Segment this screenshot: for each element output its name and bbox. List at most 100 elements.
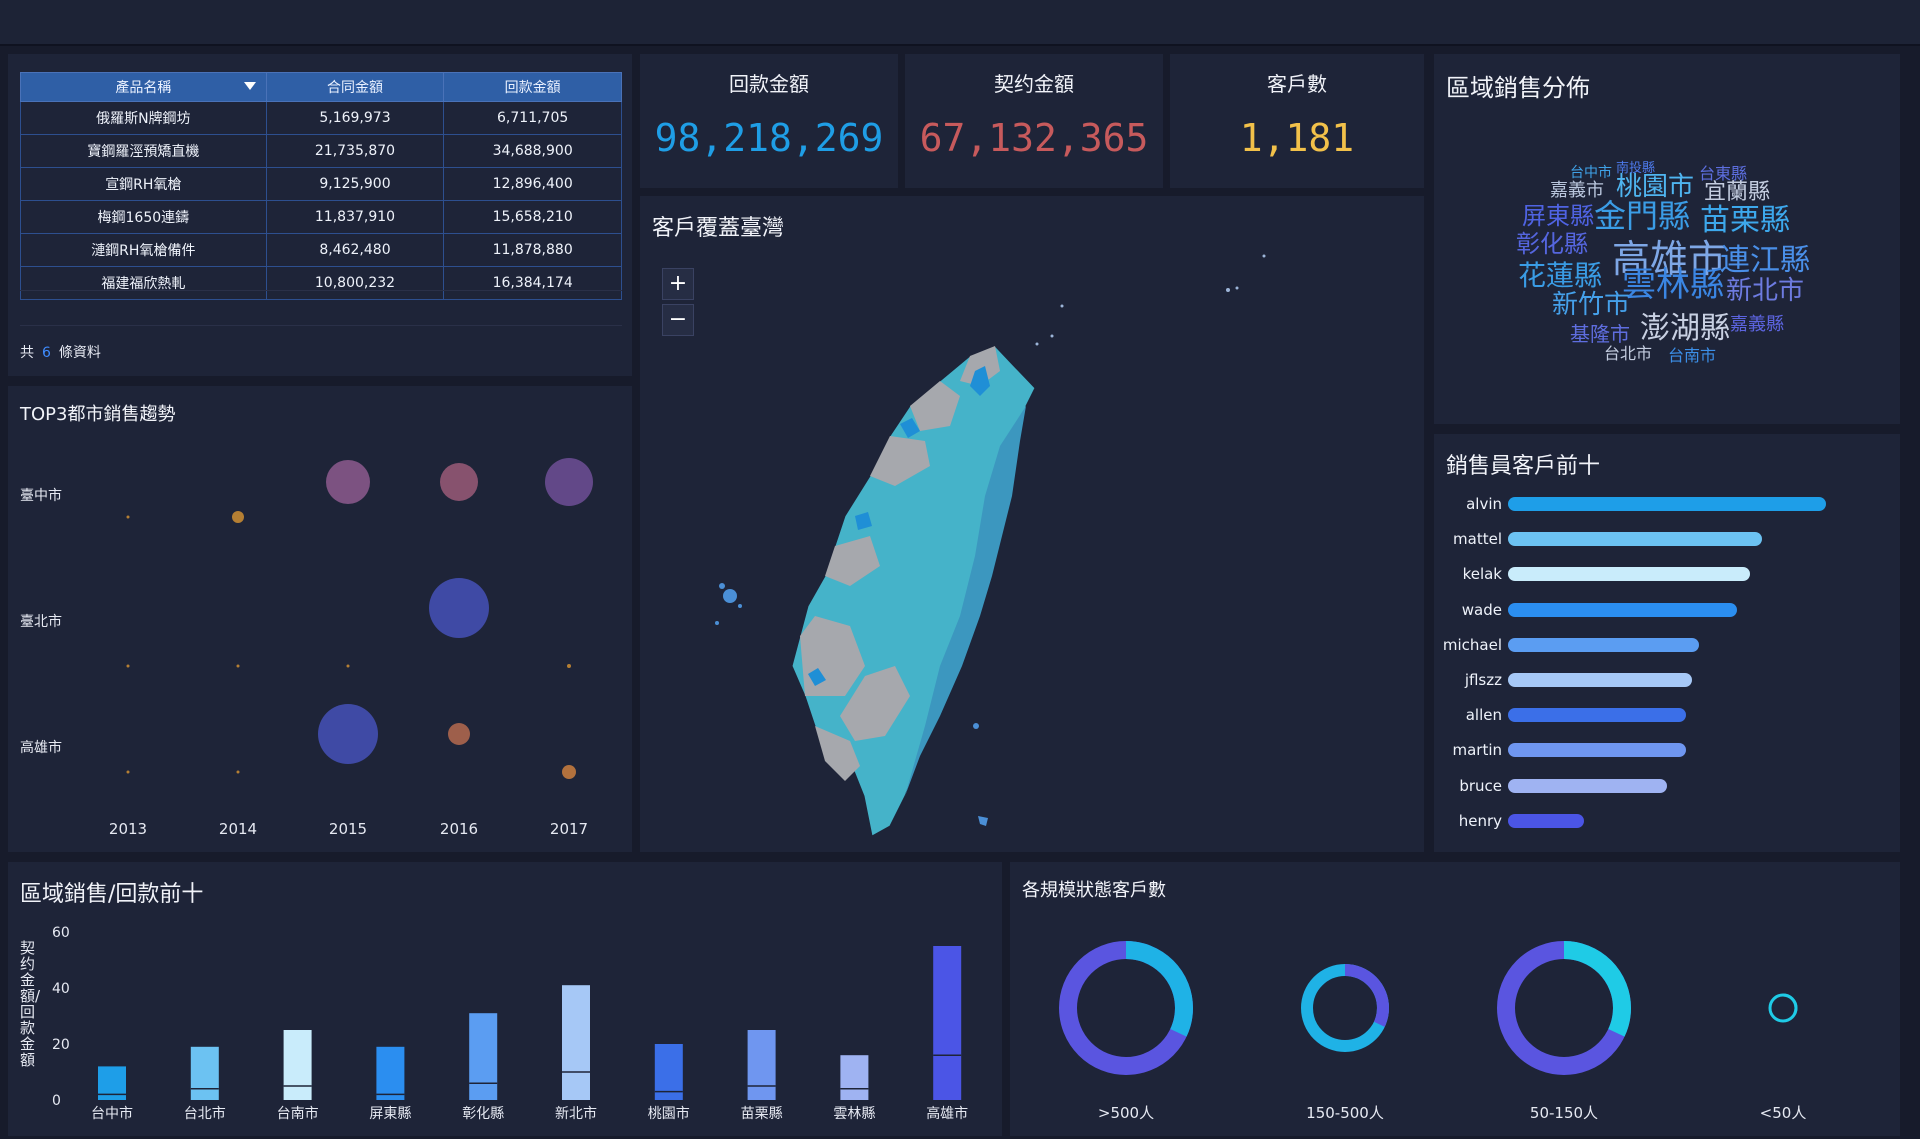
map-region xyxy=(910,381,960,431)
salesperson-name: jflszz xyxy=(1464,671,1502,689)
salesperson-bar[interactable] xyxy=(1508,813,1585,828)
salesperson-bar[interactable] xyxy=(1508,637,1699,652)
map-island xyxy=(738,604,742,608)
salesperson-bar[interactable] xyxy=(1508,602,1737,617)
x-tick-label: 2013 xyxy=(109,820,147,838)
map-region xyxy=(900,418,920,438)
wordcloud-word[interactable]: 嘉義縣 xyxy=(1730,314,1784,335)
salesperson-bar[interactable] xyxy=(1508,708,1687,723)
wordcloud-word[interactable]: 台東縣 xyxy=(1699,164,1748,183)
column-header-contract[interactable]: 合同金額 xyxy=(265,72,445,102)
wordcloud-word[interactable]: 高雄市 xyxy=(1612,237,1727,281)
table-row[interactable]: 梅鋼1650連鑄 11,837,910 15,658,210 xyxy=(20,200,622,234)
map-island xyxy=(1060,304,1064,308)
salesperson-bar[interactable] xyxy=(1508,567,1750,582)
x-tick-label: 苗栗縣 xyxy=(741,1106,783,1122)
wordcloud-word[interactable]: 台中市 xyxy=(1570,165,1612,181)
table-row[interactable]: 福建福欣熱軋 10,800,232 16,384,174 xyxy=(20,266,622,300)
donut-title: 各規模狀態客戶數 xyxy=(1022,880,1166,901)
table-cell: 16,384,174 xyxy=(443,266,622,300)
table-row[interactable]: 漣鋼RH氧槍備件 8,462,480 11,878,880 xyxy=(20,233,622,267)
wordcloud-word[interactable]: 新北市 xyxy=(1726,276,1805,306)
wordcloud-word[interactable]: 澎湖縣 xyxy=(1640,311,1730,346)
wordcloud-word[interactable]: 宜蘭縣 xyxy=(1704,180,1771,205)
wordcloud-word[interactable]: 花蓮縣 xyxy=(1518,259,1603,292)
salesperson-name: allen xyxy=(1465,706,1502,725)
wordcloud-word[interactable]: 台北市 xyxy=(1604,344,1653,363)
bubble xyxy=(236,770,240,774)
x-tick-label: 2014 xyxy=(219,820,257,838)
table-cell: 12,896,400 xyxy=(443,167,622,201)
salesperson-name: bruce xyxy=(1459,776,1502,795)
bubble xyxy=(562,765,576,779)
zoom-out-button[interactable]: − xyxy=(662,304,694,336)
salesperson-name: wade xyxy=(1461,600,1502,619)
donut-label: >500人 xyxy=(1098,1104,1154,1122)
map-region xyxy=(840,666,910,741)
salesperson-bar[interactable] xyxy=(1508,532,1763,547)
table-cell: 俄羅斯N牌鋼坊 xyxy=(20,101,267,135)
wordcloud-word[interactable]: 嘉義市 xyxy=(1550,180,1604,201)
x-tick-label: 2016 xyxy=(440,820,478,838)
map-island xyxy=(1235,286,1239,290)
table-row[interactable]: 俄羅斯N牌鋼坊 5,169,973 6,711,705 xyxy=(20,101,622,135)
kpi-value: 98,218,269 xyxy=(654,116,884,160)
wordcloud-word[interactable]: 彰化縣 xyxy=(1516,230,1588,258)
map-title: 客戶覆蓋臺灣 xyxy=(652,216,785,241)
column-header-product[interactable]: 產品名稱 xyxy=(20,72,267,102)
kpi-value: 67,132,365 xyxy=(919,116,1149,160)
wordcloud-word[interactable]: 桃園市 xyxy=(1616,172,1695,202)
map-island xyxy=(973,723,979,729)
taiwan-map[interactable] xyxy=(640,196,1424,852)
bar-payment xyxy=(562,985,590,1100)
column-header-payment[interactable]: 回款金額 xyxy=(443,72,622,102)
wordcloud-word[interactable]: 苗栗縣 xyxy=(1700,203,1790,238)
table-cell: 寶鋼羅涇預矯直機 xyxy=(20,134,267,168)
dropdown-caret-icon[interactable] xyxy=(243,82,256,90)
salesperson-bar[interactable] xyxy=(1508,778,1667,793)
table-empty-row xyxy=(20,290,622,326)
bubble xyxy=(126,770,130,774)
map-island xyxy=(1226,288,1230,292)
x-tick-label: 屏東縣 xyxy=(369,1106,411,1122)
table-row[interactable]: 寶鋼羅涇預矯直機 21,735,870 34,688,900 xyxy=(20,134,622,168)
table-cell: 34,688,900 xyxy=(443,134,622,168)
y-tick-label: 20 xyxy=(52,1037,70,1053)
table-cell: 21,735,870 xyxy=(265,134,445,168)
footer-suffix: 條資料 xyxy=(58,345,101,361)
y-axis-label: 契约金額/回款金額 xyxy=(20,939,41,1069)
salesperson-bar[interactable] xyxy=(1508,673,1693,687)
salesperson-bar[interactable] xyxy=(1508,743,1687,758)
table-cell: 6,711,705 xyxy=(443,101,622,135)
table-cell: 11,878,880 xyxy=(443,233,622,267)
bubble xyxy=(318,704,378,764)
bubble xyxy=(236,664,240,668)
map-island xyxy=(1262,254,1266,258)
map-panel: 客戶覆蓋臺灣 + − xyxy=(640,196,1424,852)
table-row[interactable]: 宣鋼RH氧槍 9,125,900 12,896,400 xyxy=(20,167,622,201)
zoom-in-button[interactable]: + xyxy=(662,268,694,300)
kpi-label: 客戶數 xyxy=(1267,72,1327,96)
y-tick-label: 臺中市 xyxy=(20,487,62,504)
wordcloud-word[interactable]: 連江縣 xyxy=(1720,243,1810,278)
bubble xyxy=(429,578,489,638)
wordcloud-word[interactable]: 屏東縣 xyxy=(1522,202,1594,230)
x-tick-label: 台北市 xyxy=(184,1105,226,1122)
donut-segment xyxy=(1497,941,1631,1075)
wordcloud-word[interactable]: 雲林縣 xyxy=(1622,265,1724,305)
wordcloud-word[interactable]: 金門縣 xyxy=(1594,197,1691,235)
wordcloud-word[interactable]: 南投縣 xyxy=(1616,161,1656,176)
table-cell: 11,837,910 xyxy=(265,200,445,234)
salesperson-name: mattel xyxy=(1453,530,1502,549)
map-island xyxy=(715,621,719,625)
wordcloud-word[interactable]: 新竹市 xyxy=(1552,290,1631,320)
wordcloud-word[interactable]: 基隆市 xyxy=(1570,322,1630,346)
bar-payment xyxy=(283,1030,312,1100)
bubble xyxy=(326,460,370,504)
bar-payment xyxy=(654,1044,683,1100)
salesperson-bar[interactable] xyxy=(1508,497,1826,511)
wordcloud-word[interactable]: 台南市 xyxy=(1668,346,1717,365)
bar-payment xyxy=(190,1046,219,1100)
x-tick-label: 2017 xyxy=(550,820,588,838)
kpi-label: 契约金額 xyxy=(994,72,1074,96)
